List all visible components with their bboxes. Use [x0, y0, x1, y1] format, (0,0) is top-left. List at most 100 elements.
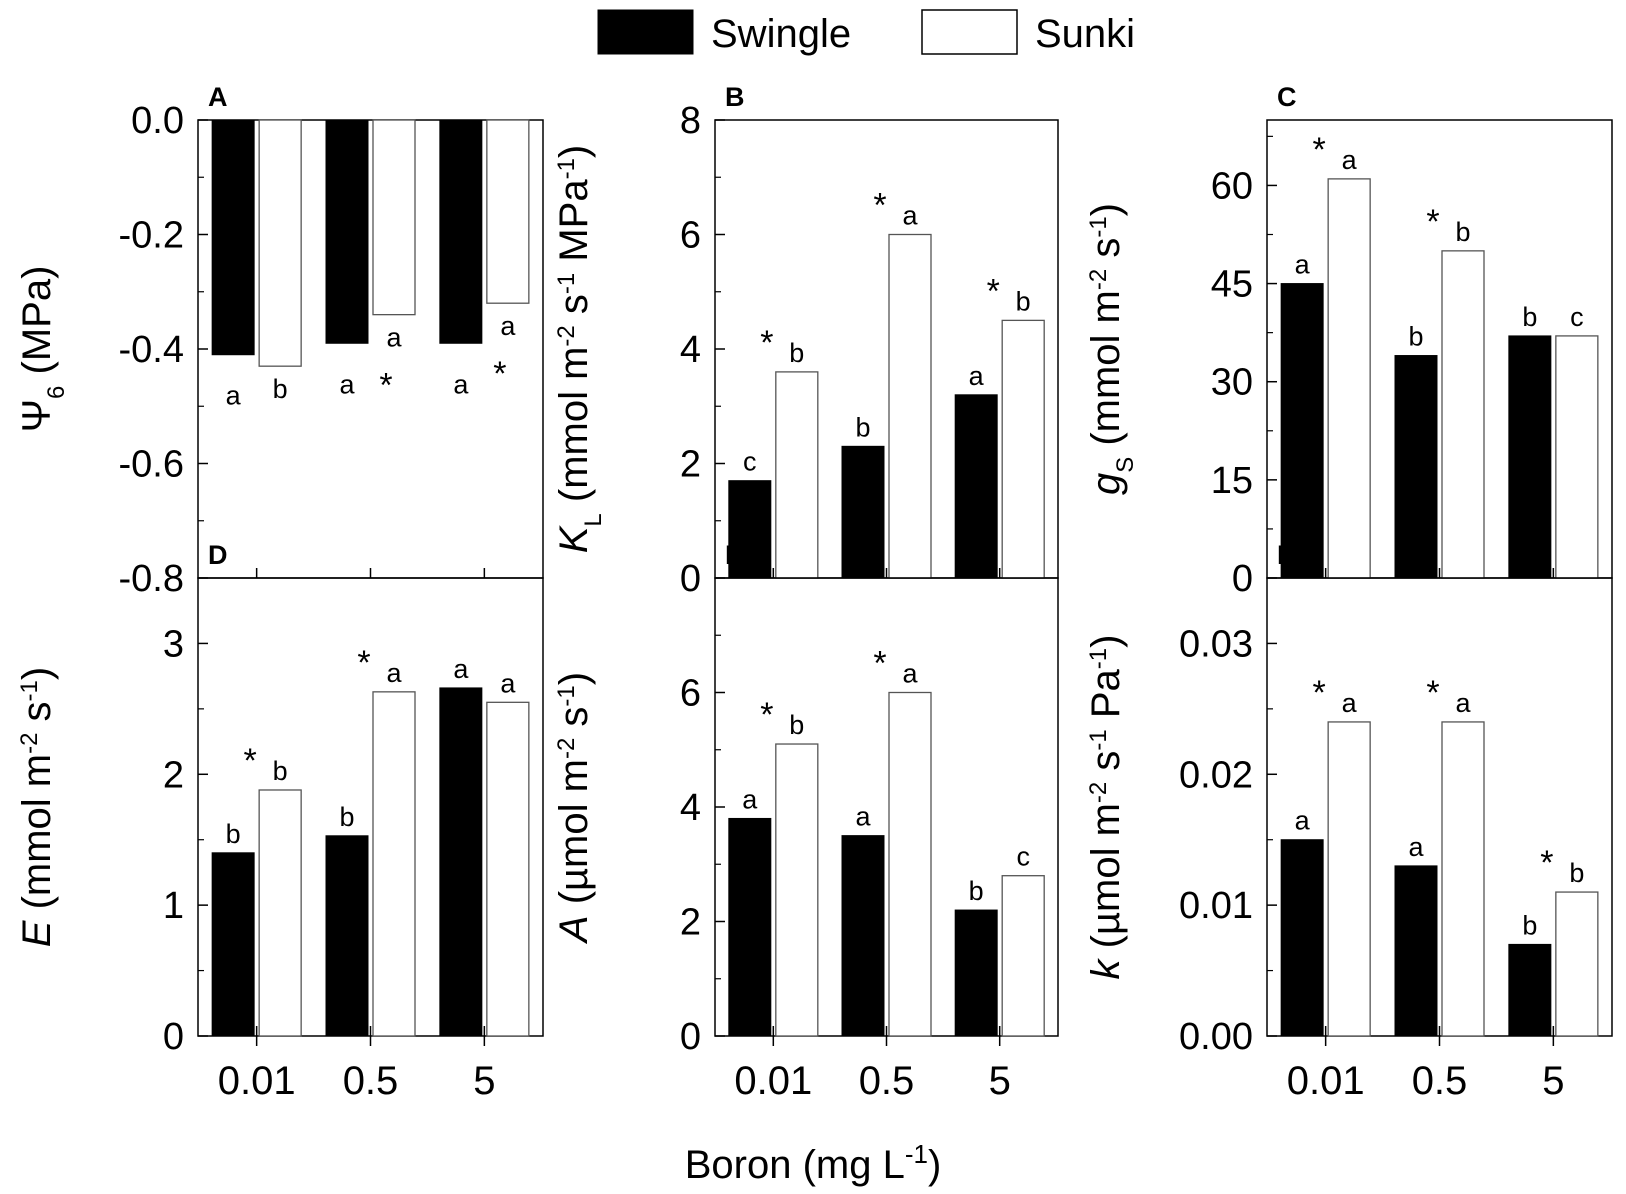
bar-sunki-5	[1001, 319, 1045, 579]
y-tick-label: 0.03	[1179, 623, 1253, 665]
significance-letter: a	[386, 323, 402, 353]
significance-letter: a	[453, 654, 469, 684]
significance-letter: a	[1342, 688, 1358, 718]
legend-label-swingle: Swingle	[711, 12, 851, 56]
y-axis-label: KL (mmol m-2 s-1 MPa-1)	[552, 145, 607, 554]
y-axis-label: Ψ6 (MPa)	[15, 266, 70, 433]
y-tick-label: 6	[680, 215, 701, 257]
significance-letter: c	[1570, 302, 1584, 332]
bar-sunki-0.01	[775, 371, 819, 579]
panel-letter: A	[208, 82, 228, 112]
significance-letter: a	[1342, 145, 1358, 175]
bar-swingle-0.5	[841, 445, 885, 579]
bar-sunki-0.5	[372, 691, 416, 1037]
significance-letter: b	[1408, 322, 1423, 352]
y-tick-label: 3	[163, 623, 184, 665]
significance-letter: b	[226, 819, 241, 849]
bar-swingle-0.01	[728, 817, 772, 1037]
significance-star: *	[244, 742, 257, 780]
bar-sunki-0.5	[372, 119, 416, 316]
panel-letter: C	[1277, 82, 1297, 112]
significance-letter: b	[789, 338, 804, 368]
bar-swingle-0.5	[1394, 355, 1438, 579]
significance-letter: c	[1016, 842, 1030, 872]
panel-c: C 0 15 30 45 60 a a * b b * b c gS (mmol m-2 s-1)	[1084, 82, 1613, 600]
significance-letter: a	[1295, 250, 1311, 280]
significance-letter: a	[1408, 832, 1424, 862]
significance-letter: a	[386, 658, 402, 688]
y-tick-label: -0.8	[119, 558, 184, 600]
y-axis-label: gS (mmol m-2 s-1)	[1084, 203, 1139, 495]
significance-star: *	[1313, 674, 1326, 712]
bar-swingle-5	[954, 394, 998, 579]
y-tick-label: 30	[1211, 362, 1253, 404]
y-tick-label: 45	[1211, 264, 1253, 306]
y-axis-label: E (mmol m-2 s-1)	[15, 667, 59, 947]
panel-letter: E	[725, 540, 743, 570]
bar-swingle-0.5	[325, 119, 369, 344]
legend: Swingle Sunki	[597, 9, 1135, 56]
bar-swingle-0.01	[211, 852, 255, 1037]
panel-letter: F	[1277, 540, 1294, 570]
bar-sunki-0.01	[1327, 178, 1371, 579]
panel-a: A 0.0 -0.2 -0.4 -0.6 -0.8 a b a a * a a * Ψ6 (MPa)	[15, 82, 544, 600]
bar-swingle-0.01	[1280, 839, 1324, 1037]
significance-letter: b	[789, 710, 804, 740]
significance-letter: b	[273, 756, 288, 786]
bar-sunki-5	[486, 119, 530, 304]
significance-letter: a	[500, 311, 516, 341]
significance-letter: b	[969, 876, 984, 906]
bar-sunki-5	[1555, 335, 1599, 579]
y-tick-label: 8	[680, 100, 701, 142]
significance-star: *	[987, 272, 1000, 310]
significance-star: *	[493, 355, 506, 393]
y-tick-label: 0	[163, 1016, 184, 1058]
y-tick-label: -0.6	[119, 444, 184, 486]
x-tick-label: 0.01	[1287, 1059, 1365, 1103]
x-tick-label: 5	[473, 1059, 495, 1103]
significance-letter: a	[902, 201, 918, 231]
bar-swingle-0.5	[841, 835, 885, 1037]
bar-swingle-5	[954, 909, 998, 1037]
significance-letter: a	[339, 369, 355, 399]
bar-sunki-0.5	[1441, 250, 1485, 579]
significance-star: *	[1540, 844, 1553, 882]
significance-star: *	[379, 367, 392, 405]
significance-letter: b	[1522, 910, 1537, 940]
y-tick-label: 6	[680, 673, 701, 715]
significance-letter: b	[273, 374, 288, 404]
bar-swingle-0.01	[211, 119, 255, 356]
y-tick-label: 1	[163, 885, 184, 927]
y-tick-label: 2	[680, 902, 701, 944]
significance-letter: a	[855, 802, 871, 832]
bar-sunki-5	[1555, 891, 1599, 1037]
y-tick-label: 2	[163, 754, 184, 796]
panel-letter: B	[725, 82, 745, 112]
bar-swingle-5	[439, 687, 483, 1037]
y-tick-label: 0	[680, 1016, 701, 1058]
y-axis-label: k (µmol m-2 s-1 Pa-1)	[1084, 635, 1128, 980]
x-tick-label: 0.5	[343, 1059, 399, 1103]
significance-letter: b	[1455, 217, 1470, 247]
y-tick-label: 0.01	[1179, 885, 1253, 927]
bar-sunki-0.5	[888, 691, 932, 1037]
x-tick-label: 0.5	[1412, 1059, 1468, 1103]
significance-letter: a	[969, 361, 985, 391]
x-tick-label: 0.5	[859, 1059, 915, 1103]
significance-letter: a	[226, 381, 242, 411]
bar-swingle-5	[439, 119, 483, 344]
significance-letter: b	[1569, 858, 1584, 888]
significance-star: *	[873, 645, 886, 683]
bar-swingle-5	[1508, 335, 1552, 579]
significance-letter: c	[743, 447, 757, 477]
significance-letter: a	[902, 659, 918, 689]
shared-x-axis-label: Boron (mg L-1)	[685, 1139, 942, 1187]
significance-letter: b	[339, 802, 354, 832]
significance-letter: a	[1295, 806, 1311, 836]
panels: A 0.0 -0.2 -0.4 -0.6 -0.8 a b a a * a a * Ψ6 (MPa) B 0 2 4…	[15, 82, 1613, 1103]
bar-sunki-0.01	[775, 743, 819, 1037]
significance-star: *	[357, 644, 370, 682]
y-tick-label: -0.4	[119, 329, 184, 371]
